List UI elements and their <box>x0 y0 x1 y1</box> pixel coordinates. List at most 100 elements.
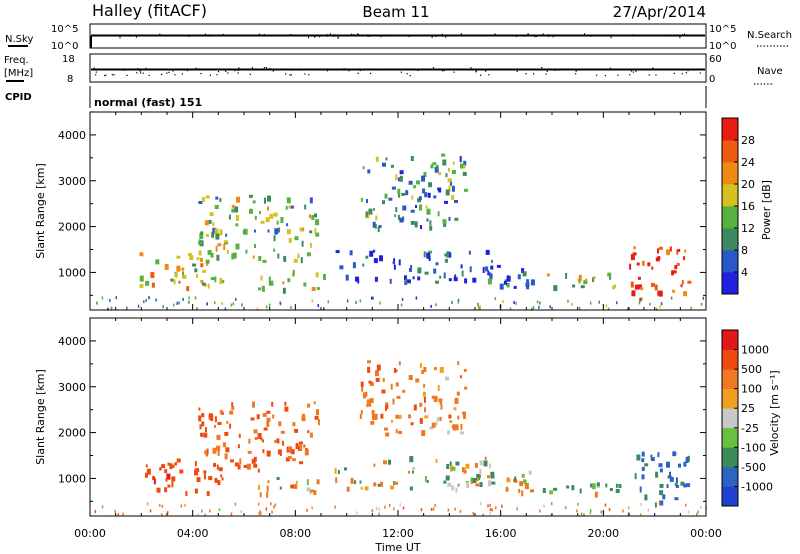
power-echo-cell <box>658 246 663 250</box>
power-echo-cell <box>290 205 294 209</box>
power-echo-cell <box>314 213 317 218</box>
velocity-echo-cell <box>402 389 406 393</box>
velocity-echo-cell <box>208 476 213 481</box>
power-echo-cell <box>446 252 451 258</box>
y-tick-label: 4000 <box>58 129 86 142</box>
power-echo-cell <box>423 251 426 258</box>
power-echo-cell <box>258 287 262 291</box>
power-echo-cell <box>139 252 144 257</box>
power-echo-cell <box>219 229 223 236</box>
velocity-echo-cell <box>257 484 260 490</box>
freq-speck <box>289 74 291 76</box>
nsky-speck <box>367 34 369 38</box>
near-range-speckle <box>96 301 98 305</box>
power-echo-cell <box>641 260 645 266</box>
colorbar-swatch <box>722 330 738 350</box>
velocity-echo-cell <box>248 438 251 444</box>
power-echo-cell <box>629 263 632 270</box>
nsky-speck <box>460 33 462 36</box>
freq-speck <box>93 67 95 69</box>
velocity-echo-cell <box>479 482 483 488</box>
velocity-echo-cell <box>256 414 260 420</box>
velocity-echo-cell <box>445 475 450 481</box>
power-echo-cell <box>214 276 217 283</box>
nsky-speck <box>258 33 260 35</box>
colorbar-frame <box>721 329 739 507</box>
velocity-echo-cell <box>316 409 319 416</box>
power-echo-cell <box>638 284 642 290</box>
nsky-speck <box>263 33 265 37</box>
power-echo-cell <box>444 258 448 263</box>
freq-speck <box>652 67 654 69</box>
velocity-echo-cell <box>354 480 357 485</box>
near-range-speckle <box>232 302 235 306</box>
power-echo-cell <box>392 261 395 265</box>
power-echo-cell <box>585 278 587 282</box>
near-range-speckle <box>180 504 183 508</box>
freq-speck <box>113 74 115 76</box>
power-echo-cell <box>384 193 388 199</box>
velocity-echo-cell <box>424 476 427 482</box>
power-echo-cell <box>444 253 449 257</box>
colorbar-tick-label: 4 <box>741 266 748 279</box>
power-echo-cell <box>252 200 256 204</box>
colorbar-tick-label: 20 <box>741 178 755 191</box>
velocity-echo-cell <box>231 405 235 410</box>
power-echo-cell <box>487 278 492 285</box>
near-range-speckle <box>182 297 184 301</box>
power-echo-cell <box>277 253 280 259</box>
near-range-speckle <box>477 302 479 306</box>
freq-speck <box>700 68 702 70</box>
near-range-speckle <box>265 507 268 511</box>
colorbar-swatch <box>722 272 738 295</box>
nsky-speck <box>385 35 387 37</box>
freq-speck <box>123 69 125 71</box>
freq-speck <box>297 68 299 70</box>
near-range-speckle <box>472 512 474 515</box>
near-range-speckle <box>159 503 161 507</box>
velocity-echo-cell <box>463 413 466 419</box>
freq-speck <box>269 68 271 70</box>
velocity-echo-cell <box>465 463 470 469</box>
colorbar-swatch <box>722 140 738 163</box>
freq-speck <box>525 73 527 75</box>
velocity-echo-cell <box>344 467 347 471</box>
colorbar-swatch <box>722 184 738 207</box>
power-echo-cell <box>441 153 446 157</box>
freq-speck <box>409 75 411 77</box>
y-tick-label: 3000 <box>58 175 86 188</box>
near-range-speckle <box>434 504 436 508</box>
colorbar-swatch <box>722 486 738 507</box>
velocity-echo-cell <box>198 415 202 422</box>
nsky-tick-low: 10^0 <box>51 41 78 52</box>
freq-speck <box>596 74 598 76</box>
nsky-speck <box>442 34 444 37</box>
velocity-echo-cell <box>381 389 386 394</box>
velocity-echo-cell <box>605 483 608 488</box>
power-echo-cell <box>429 220 432 226</box>
power-echo-cell <box>228 214 231 220</box>
velocity-echo-cell <box>208 413 213 419</box>
near-range-speckle <box>196 307 198 311</box>
freq-speck <box>343 68 345 70</box>
velocity-echo-cell <box>449 420 453 424</box>
power-echo-cell <box>410 209 415 213</box>
near-range-speckle <box>393 507 395 511</box>
power-panel-frame <box>89 111 707 311</box>
velocity-echo-cell <box>447 430 451 435</box>
near-range-speckle <box>259 512 262 516</box>
power-echo-cell <box>427 192 431 198</box>
velocity-echo-cell <box>476 477 479 481</box>
colorbar-swatch <box>722 427 738 448</box>
power-echo-cell <box>204 220 209 226</box>
velocity-echo-cell <box>382 377 385 382</box>
nsky-speck <box>548 34 550 36</box>
near-range-speckle <box>655 307 658 311</box>
freq-speck <box>308 74 310 76</box>
power-echo-cell <box>369 250 374 257</box>
power-echo-cell <box>181 267 185 271</box>
freq-speck <box>575 73 577 75</box>
near-range-speckle <box>627 506 630 510</box>
velocity-echo-cell <box>212 447 217 454</box>
near-range-speckle <box>279 301 281 305</box>
